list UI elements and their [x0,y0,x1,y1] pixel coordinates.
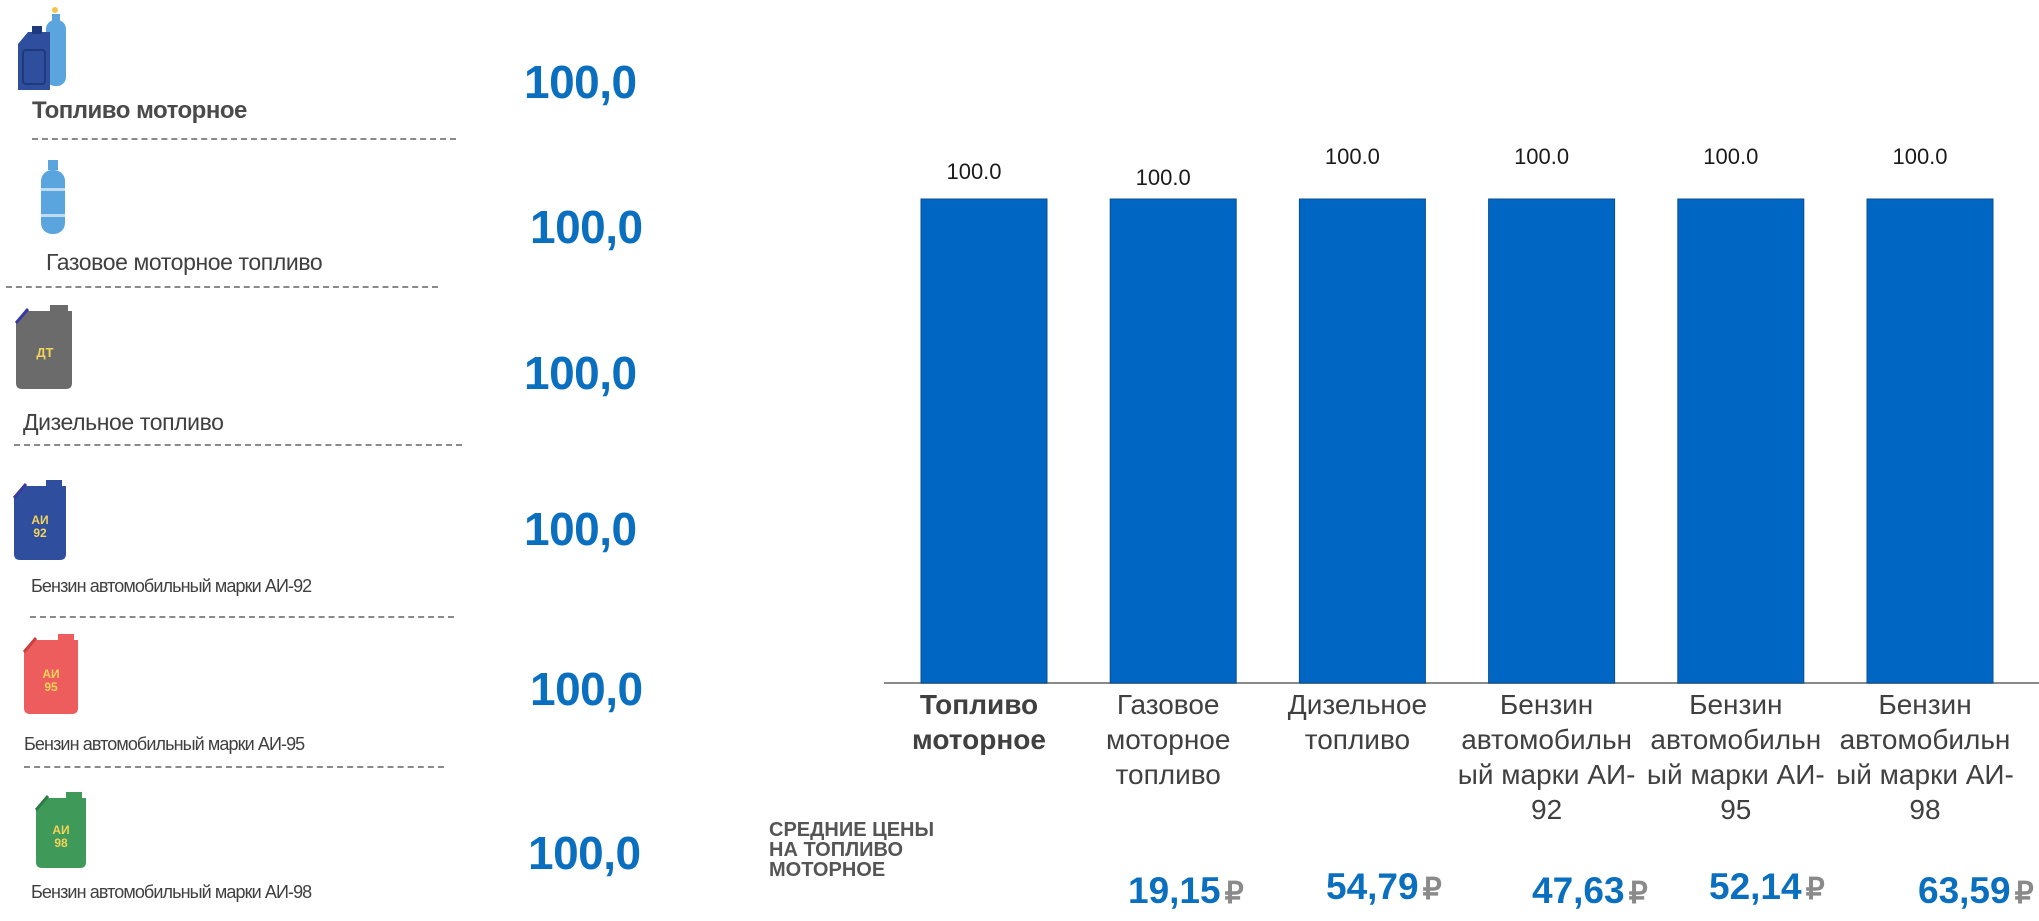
category-label: Дизельное топливо [1288,689,1427,755]
fuel-combo-icon [18,7,66,90]
bar [1298,198,1426,684]
divider [6,286,438,288]
bar-data-label: 100.0 [1136,165,1191,190]
divider [32,138,456,140]
ai95-canister-icon: АИ 95 [22,634,78,714]
bar-data-label: 100.0 [946,159,1001,184]
bar [1488,198,1616,684]
index-value: 100,0 [528,827,641,879]
legend-label: Дизельное топливо [23,409,224,435]
avg-price: 19,15 ₽ [1128,870,1244,912]
bar-data-label: 100.0 [1325,144,1380,169]
avg-price-value: 63,59 [1918,870,2011,911]
svg-text:АИ: АИ [31,513,48,527]
ruble-sign: ₽ [1628,877,1648,910]
avg-price-value: 54,79 [1326,866,1419,907]
bar [1677,198,1805,684]
category-label: Топливо моторное [912,689,1046,755]
svg-text:95: 95 [44,680,58,694]
avg-price-value: 52,14 [1709,866,1802,907]
category-label: Бензин автомобильн ый марки АИ-95 [1647,689,1825,825]
bar-data-label: 100.0 [1703,144,1758,169]
index-value: 100,0 [524,503,637,555]
svg-text:АИ: АИ [42,667,59,681]
index-value: 100,0 [524,56,637,108]
ai92-canister-icon: АИ 92 [12,480,66,560]
avg-price: 47,63 ₽ [1532,870,1648,912]
avg-price: 52,14 ₽ [1709,866,1825,908]
divider [14,444,462,446]
legend-label: Газовое моторное топливо [46,249,323,275]
ruble-sign: ₽ [1805,873,1825,906]
legend-label: Бензин автомобильный марки АИ-92 [31,576,312,596]
category-label: Бензин автомобильн ый марки АИ-98 [1836,689,2014,825]
bar [1866,198,1994,684]
ruble-sign: ₽ [1224,877,1244,910]
bar [1109,198,1237,684]
index-value: 100,0 [530,663,643,715]
ruble-sign: ₽ [2014,877,2034,910]
svg-text:ДТ: ДТ [36,345,53,360]
index-value: 100,0 [524,347,637,399]
bar-data-label: 100.0 [1514,144,1569,169]
svg-text:98: 98 [54,836,68,850]
bar-data-label: 100.0 [1892,144,1947,169]
legend-label: Топливо моторное [32,97,247,124]
avg-price: 63,59 ₽ [1918,870,2034,912]
bar [920,198,1048,684]
divider [24,766,444,768]
index-value: 100,0 [530,201,643,253]
svg-text:92: 92 [33,526,47,540]
category-label: Бензин автомобильн ый марки АИ-92 [1458,689,1636,825]
avg-prices-title: СРЕДНИЕ ЦЕНЫ НА ТОПЛИВО МОТОРНОЕ [769,819,935,881]
legend-label: Бензин автомобильный марки АИ-98 [31,882,312,902]
legend-label: Бензин автомобильный марки АИ-95 [24,734,305,754]
ruble-sign: ₽ [1422,873,1442,906]
ai98-canister-icon: АИ 98 [34,792,86,868]
diesel-canister-icon: ДТ [14,305,72,389]
avg-price-value: 19,15 [1128,870,1221,911]
category-label: Газовое моторное топливо [1106,689,1230,790]
avg-price: 54,79 ₽ [1326,866,1442,908]
divider [30,616,454,618]
avg-price-value: 47,63 [1532,870,1625,911]
svg-text:АИ: АИ [52,823,69,837]
gas-cylinder-icon [41,160,65,234]
